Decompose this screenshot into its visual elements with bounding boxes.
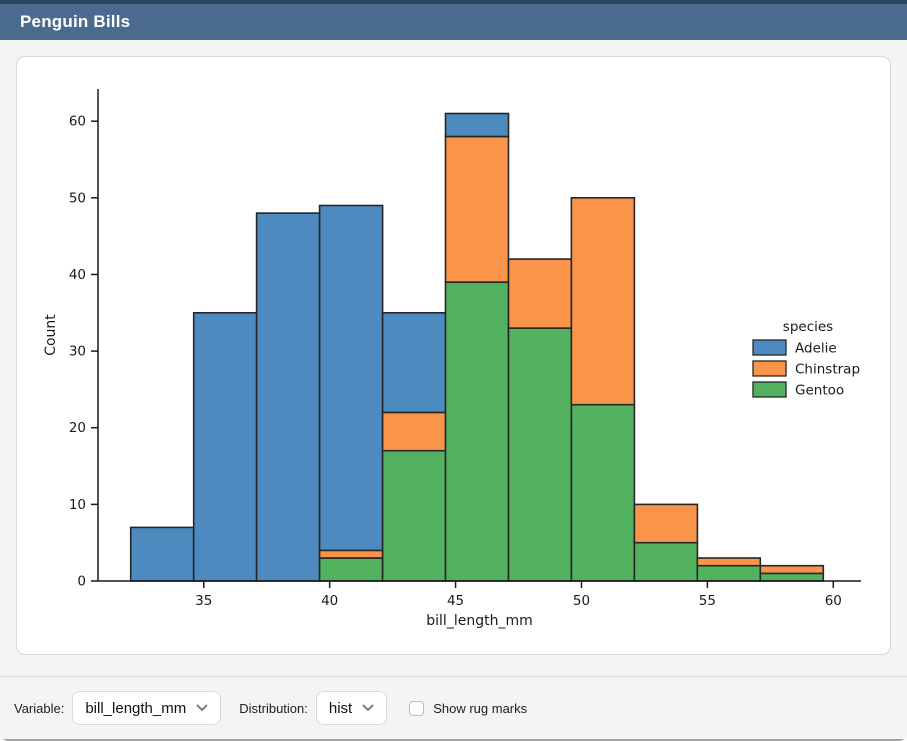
legend-swatch-chinstrap <box>752 360 787 377</box>
histogram-chart: 35 40 45 50 55 60 0 10 20 30 40 50 60 bill_length_mm C… <box>17 57 890 654</box>
svg-text:30: 30 <box>69 344 86 360</box>
chart-card: 35 40 45 50 55 60 0 10 20 30 40 50 60 bill_length_mm C… <box>16 56 891 655</box>
bar-segment-chinstrap <box>759 564 825 575</box>
bar-segment-gentoo <box>570 403 636 582</box>
distribution-select-value: hist <box>328 699 353 717</box>
control-bar: Variable: bill_length_mm Distribution: h… <box>0 676 907 739</box>
bar-segment-chinstrap <box>633 503 699 544</box>
bar-segment-adelie <box>444 112 510 138</box>
svg-text:0: 0 <box>77 574 86 590</box>
bar-segment-gentoo <box>381 449 447 582</box>
bar-segment-adelie <box>129 526 195 582</box>
bar-segment-gentoo <box>759 572 825 582</box>
svg-text:bill_length_mm: bill_length_mm <box>426 613 532 629</box>
legend-swatch-adelie <box>752 339 787 356</box>
distribution-select[interactable]: hist <box>315 691 388 725</box>
page-title: Penguin Bills <box>20 12 131 31</box>
bar-segment-adelie <box>255 212 321 582</box>
legend-label-adelie: Adelie <box>795 341 837 357</box>
svg-text:50: 50 <box>573 593 590 609</box>
window-bottom-edge <box>0 739 907 741</box>
bar-segment-chinstrap <box>507 258 573 329</box>
bar-segment-chinstrap <box>381 411 447 452</box>
variable-select[interactable]: bill_length_mm <box>72 691 222 725</box>
bar-segment-gentoo <box>633 541 699 582</box>
bar-segment-adelie <box>381 312 447 414</box>
svg-text:35: 35 <box>195 593 212 609</box>
bar-segment-gentoo <box>696 564 762 582</box>
legend-label-chinstrap: Chinstrap <box>795 362 860 378</box>
bar-segment-adelie <box>192 312 258 582</box>
main-area: 35 40 45 50 55 60 0 10 20 30 40 50 60 bill_length_mm C… <box>0 40 907 676</box>
bar-segment-chinstrap <box>318 549 384 559</box>
svg-text:55: 55 <box>699 593 716 609</box>
svg-text:40: 40 <box>321 593 338 609</box>
histogram-svg: 35 40 45 50 55 60 0 10 20 30 40 50 60 bill_length_mm C… <box>43 89 861 629</box>
distribution-label: Distribution: <box>239 700 308 716</box>
legend-label-gentoo: Gentoo <box>795 383 844 399</box>
svg-text:20: 20 <box>69 420 86 436</box>
title-bar: Penguin Bills <box>0 0 907 40</box>
show-rug-checkbox[interactable] <box>409 700 425 716</box>
bar-segment-gentoo <box>444 281 510 582</box>
bar-segment-gentoo <box>507 327 573 582</box>
svg-text:50: 50 <box>69 190 86 206</box>
svg-text:60: 60 <box>825 593 842 609</box>
show-rug-label: Show rug marks <box>433 700 528 716</box>
variable-select-value: bill_length_mm <box>85 699 187 717</box>
chevron-down-icon <box>362 704 374 711</box>
bar-segment-adelie <box>318 204 384 552</box>
legend-swatch-gentoo <box>752 381 787 398</box>
variable-label: Variable: <box>14 700 65 716</box>
svg-text:10: 10 <box>69 497 86 513</box>
svg-text:Count: Count <box>43 314 59 356</box>
chevron-down-icon <box>196 704 208 711</box>
bar-segment-chinstrap <box>696 557 762 567</box>
bar-segment-chinstrap <box>570 197 636 406</box>
bar-segment-chinstrap <box>444 135 510 283</box>
svg-text:45: 45 <box>447 593 464 609</box>
svg-text:species: species <box>783 319 833 335</box>
svg-text:60: 60 <box>69 114 86 130</box>
bar-segment-gentoo <box>318 557 384 582</box>
svg-text:40: 40 <box>69 267 86 283</box>
